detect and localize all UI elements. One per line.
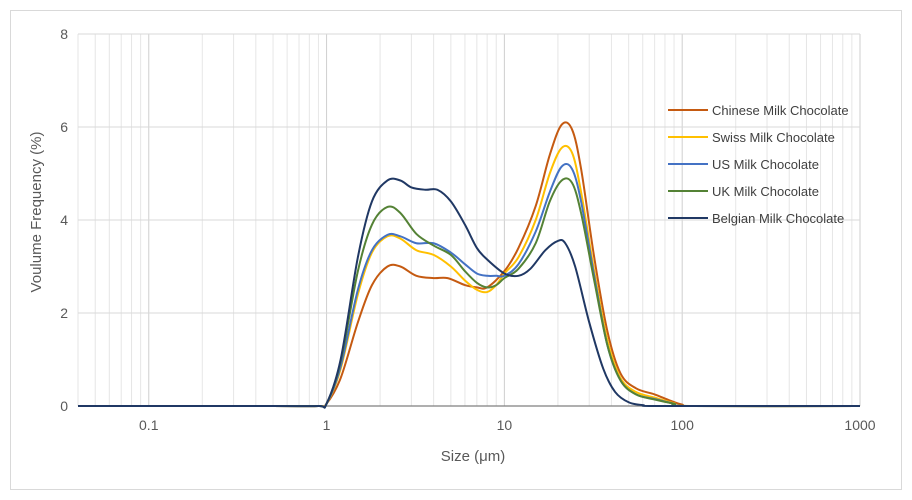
y-tick-label: 6 [60, 119, 68, 135]
x-tick-label: 1000 [844, 417, 875, 433]
y-tick-label: 2 [60, 305, 68, 321]
legend-label-swiss-milk-chocolate: Swiss Milk Chocolate [712, 130, 835, 145]
x-tick-label: 1 [323, 417, 331, 433]
grid [77, 33, 861, 407]
legend-label-belgian-milk-chocolate: Belgian Milk Chocolate [712, 211, 844, 226]
y-axis-title: Voulume Frequency (%) [28, 132, 45, 293]
series-line-belgian-milk-chocolate [78, 177, 861, 409]
x-axis-title: Size (μm) [441, 448, 505, 465]
series-line-chinese-milk-chocolate [78, 121, 861, 408]
x-tick-label: 0.1 [139, 417, 159, 433]
series-lines [78, 121, 861, 409]
y-tick-label: 0 [60, 398, 68, 414]
y-tick-label: 4 [60, 212, 68, 228]
y-tick-label: 8 [60, 26, 68, 42]
legend-label-chinese-milk-chocolate: Chinese Milk Chocolate [712, 103, 849, 118]
legend: Chinese Milk Chocolate Swiss Milk Chocola… [668, 103, 849, 226]
legend-label-uk-milk-chocolate: UK Milk Chocolate [712, 184, 819, 199]
legend-label-us-milk-chocolate: US Milk Chocolate [712, 157, 819, 172]
x-tick-label: 100 [671, 417, 695, 433]
x-tick-label: 10 [497, 417, 513, 433]
chart-frame [10, 10, 902, 490]
series-line-uk-milk-chocolate [78, 177, 861, 409]
